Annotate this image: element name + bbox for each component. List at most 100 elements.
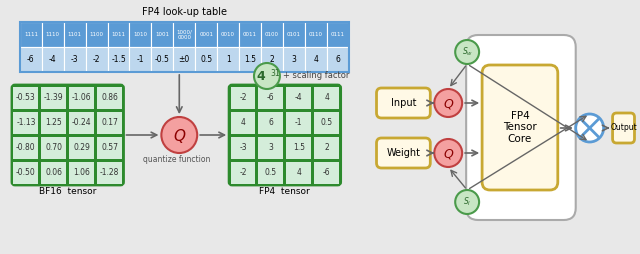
Text: 1101: 1101 xyxy=(68,32,82,37)
Bar xyxy=(129,22,152,47)
Text: 1001: 1001 xyxy=(156,32,170,37)
Bar xyxy=(286,112,311,134)
Text: -1.5: -1.5 xyxy=(111,55,126,64)
Text: 0110: 0110 xyxy=(308,32,323,37)
Bar xyxy=(217,47,239,72)
Bar xyxy=(13,136,38,158)
Bar xyxy=(314,87,339,108)
Bar xyxy=(230,87,255,108)
Text: -4: -4 xyxy=(49,55,56,64)
Circle shape xyxy=(435,139,462,167)
Text: FP4
Tensor
Core: FP4 Tensor Core xyxy=(503,111,537,144)
Text: -1: -1 xyxy=(295,118,303,127)
Bar xyxy=(314,112,339,134)
Text: -1.06: -1.06 xyxy=(72,93,92,102)
Text: Output: Output xyxy=(610,123,637,133)
Text: -4: -4 xyxy=(295,93,303,102)
Bar xyxy=(64,22,86,47)
Text: $Q$: $Q$ xyxy=(442,97,454,111)
Bar xyxy=(69,112,94,134)
Bar xyxy=(64,47,86,72)
Text: 3: 3 xyxy=(269,143,273,152)
Circle shape xyxy=(435,89,462,117)
Text: FP4  tensor: FP4 tensor xyxy=(259,186,310,196)
Bar xyxy=(239,22,261,47)
Text: FP4 look-up table: FP4 look-up table xyxy=(142,7,227,17)
Text: -6: -6 xyxy=(323,168,330,177)
Text: 0111: 0111 xyxy=(331,32,345,37)
Text: 3: 3 xyxy=(291,55,296,64)
FancyBboxPatch shape xyxy=(466,35,576,220)
Bar xyxy=(108,47,129,72)
Bar xyxy=(97,162,122,183)
Bar xyxy=(20,22,349,72)
Circle shape xyxy=(254,63,280,89)
Bar xyxy=(314,162,339,183)
Text: -6: -6 xyxy=(267,93,275,102)
Circle shape xyxy=(455,190,479,214)
Text: 1011: 1011 xyxy=(111,32,125,37)
Text: $S_w$: $S_w$ xyxy=(461,46,473,58)
Bar xyxy=(314,136,339,158)
Bar xyxy=(13,87,38,108)
Bar xyxy=(259,162,284,183)
Bar xyxy=(173,47,195,72)
Text: $S_I$: $S_I$ xyxy=(463,196,471,208)
Text: 1.25: 1.25 xyxy=(45,118,62,127)
Bar xyxy=(195,22,217,47)
Bar xyxy=(69,136,94,158)
Bar xyxy=(69,87,94,108)
FancyBboxPatch shape xyxy=(612,113,634,143)
Text: 1110: 1110 xyxy=(46,32,60,37)
Text: 2: 2 xyxy=(324,143,329,152)
Text: BF16  tensor: BF16 tensor xyxy=(39,186,97,196)
Text: 1100: 1100 xyxy=(90,32,104,37)
Text: 0.5: 0.5 xyxy=(200,55,212,64)
Text: 1000/
0000: 1000/ 0000 xyxy=(177,29,192,40)
Text: 0010: 0010 xyxy=(221,32,235,37)
Text: quantize function: quantize function xyxy=(143,155,210,164)
Text: 0.17: 0.17 xyxy=(101,118,118,127)
FancyBboxPatch shape xyxy=(12,85,124,185)
Bar xyxy=(13,112,38,134)
Text: -1.13: -1.13 xyxy=(16,118,36,127)
Text: 0100: 0100 xyxy=(265,32,279,37)
Text: -0.53: -0.53 xyxy=(16,93,36,102)
Text: 4: 4 xyxy=(256,71,265,84)
Text: -2: -2 xyxy=(239,93,247,102)
Text: ±0: ±0 xyxy=(179,55,190,64)
Bar xyxy=(86,47,108,72)
Circle shape xyxy=(455,40,479,64)
Text: 0011: 0011 xyxy=(243,32,257,37)
FancyBboxPatch shape xyxy=(482,65,558,190)
Bar xyxy=(261,47,283,72)
Text: 1.5: 1.5 xyxy=(244,55,256,64)
Text: 4: 4 xyxy=(296,168,301,177)
Text: -3: -3 xyxy=(239,143,247,152)
Text: $Q$: $Q$ xyxy=(173,127,186,145)
Text: 31: 31 xyxy=(270,69,280,77)
Text: 1010: 1010 xyxy=(134,32,147,37)
Text: 0.57: 0.57 xyxy=(101,143,118,152)
Bar xyxy=(283,22,305,47)
Text: -1.28: -1.28 xyxy=(100,168,119,177)
Bar xyxy=(239,47,261,72)
Text: 1: 1 xyxy=(226,55,230,64)
Bar xyxy=(42,47,64,72)
Text: -1.39: -1.39 xyxy=(44,93,63,102)
Bar xyxy=(152,22,173,47)
Bar xyxy=(326,22,349,47)
Text: -3: -3 xyxy=(71,55,79,64)
Text: 4: 4 xyxy=(314,55,318,64)
Text: 0.86: 0.86 xyxy=(101,93,118,102)
Bar xyxy=(97,112,122,134)
Text: -0.50: -0.50 xyxy=(16,168,36,177)
Bar xyxy=(42,136,66,158)
Bar xyxy=(326,47,349,72)
Text: 2: 2 xyxy=(269,55,275,64)
Bar xyxy=(230,162,255,183)
Bar xyxy=(42,162,66,183)
Text: -6: -6 xyxy=(27,55,35,64)
Circle shape xyxy=(576,114,604,142)
Bar xyxy=(305,47,326,72)
